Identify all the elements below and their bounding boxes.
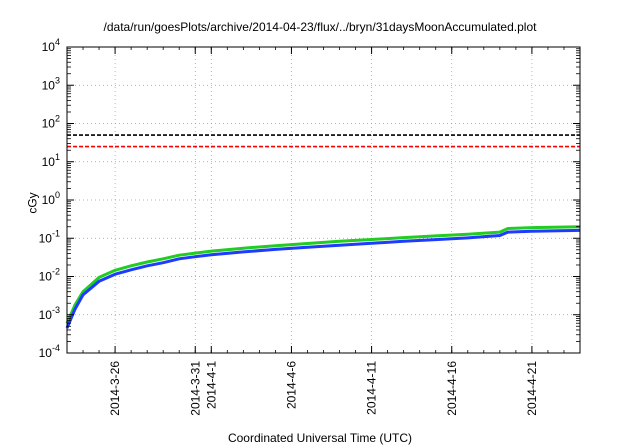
y-tick-label: 100	[42, 190, 60, 207]
x-tick-label: 2014-3-26	[108, 361, 122, 416]
y-tick-label: 10-2	[39, 267, 60, 284]
lines-layer	[65, 134, 581, 329]
y-tick-label: 103	[42, 75, 60, 92]
tick-labels-layer: 10-4 10-3 10-2 10-1 100 101 102 103 104 2014-3-26…	[39, 37, 539, 416]
x-tick-label: 2014-4-16	[445, 361, 459, 416]
x-axis-label: Coordinated Universal Time (UTC)	[227, 431, 413, 445]
y-tick-label: 104	[42, 37, 60, 54]
y-tick-label: 10-1	[39, 228, 60, 245]
y-tick-label: 101	[42, 152, 60, 169]
x-tick-label: 2014-4-21	[525, 361, 539, 416]
chart-title: /data/run/goesPlots/archive/2014-04-23/f…	[103, 20, 537, 34]
y-axis-label: cGy	[25, 192, 40, 214]
y-tick-label: 10-3	[39, 305, 60, 322]
ticks-layer	[66, 46, 581, 354]
y-tick-label: 10-4	[39, 343, 60, 360]
x-tick-label: 2014-3-31	[188, 361, 202, 416]
series-line-1	[65, 228, 581, 329]
x-tick-label: 2014-4-6	[284, 361, 298, 409]
grid-layer	[67, 47, 580, 353]
y-tick-label: 102	[42, 114, 60, 131]
x-tick-label: 2014-4-11	[365, 361, 379, 415]
x-tick-label: 2014-4-1	[204, 361, 218, 409]
series-line-0	[65, 225, 581, 324]
